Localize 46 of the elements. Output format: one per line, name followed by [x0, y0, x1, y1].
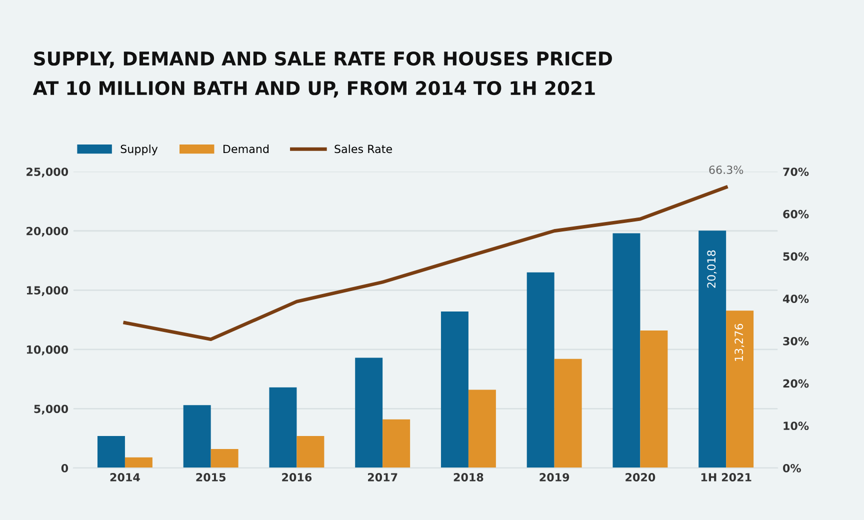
y-tick-label: 5,000	[34, 404, 68, 415]
y2-tick-label: 40%	[782, 294, 809, 304]
chart-title: SUPPLY, DEMAND AND SALE RATE FOR HOUSES PRICED AT 10 MILLION BATH AND UP, FROM 2014 TO 1H 2021	[32, 51, 612, 98]
bar	[183, 405, 211, 468]
line-series	[123, 186, 728, 342]
x-tick-label: 2018	[454, 473, 484, 482]
x-tick-label: 2015	[196, 473, 226, 482]
bar	[382, 419, 410, 468]
y2-tick-label: 30%	[783, 336, 809, 346]
bar	[97, 436, 125, 468]
x-tick-label: 2019	[540, 473, 570, 482]
y2-tick-label: 70%	[783, 168, 809, 176]
bar	[468, 390, 496, 468]
legend-label: Demand	[224, 144, 269, 154]
x-tick-label: 1H 2021	[701, 473, 752, 482]
y2-tick-label: 50%	[783, 252, 809, 261]
bar	[554, 358, 582, 468]
bar	[355, 358, 383, 468]
data-label: 13,276	[734, 324, 744, 361]
y-tick-label: 25,000	[26, 168, 68, 178]
legend-label: Sales Rate	[334, 144, 392, 154]
x-tick-label: 2014	[110, 473, 140, 482]
bar	[640, 330, 668, 468]
bar	[210, 449, 238, 468]
x-tick-label: 2020	[626, 473, 656, 482]
y-tick-label: 15,000	[26, 286, 68, 296]
data-label: 20,018	[707, 250, 717, 288]
y2-tick-label: 20%	[783, 379, 809, 388]
y-tick-label: 20,000	[26, 226, 68, 237]
bar	[269, 387, 297, 468]
bar	[612, 233, 640, 468]
x-tick-label: 2017	[368, 473, 398, 482]
y2-tick-label: 60%	[783, 210, 809, 218]
y-tick-label: 10,000	[26, 345, 68, 356]
bar	[296, 436, 324, 468]
y2-tick-label: 10%	[784, 422, 809, 430]
bar	[726, 310, 754, 468]
bar	[124, 457, 152, 468]
x-tick-label: 2016	[282, 473, 312, 482]
bar	[698, 230, 726, 468]
bar	[526, 272, 554, 468]
y2-tick-label: 0%	[782, 464, 801, 472]
data-label: 66.3%	[709, 166, 744, 174]
y-tick-label: 0	[61, 464, 68, 472]
legend-label: Supply	[120, 144, 158, 156]
bar	[440, 312, 468, 468]
